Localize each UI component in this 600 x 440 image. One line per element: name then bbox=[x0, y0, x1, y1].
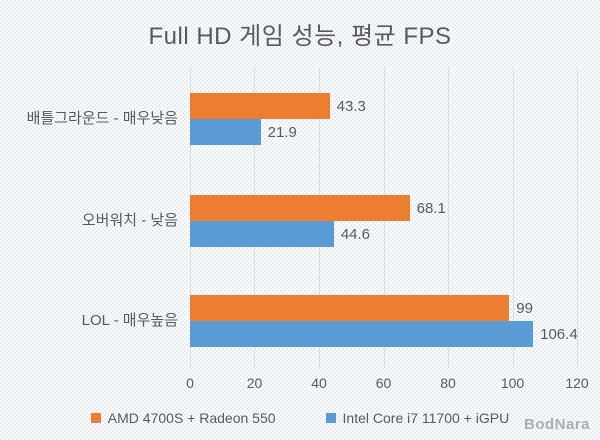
bar bbox=[190, 321, 534, 347]
category-label: LOL - 매우높음 bbox=[81, 312, 178, 329]
bar bbox=[190, 221, 334, 247]
x-tick-label: 0 bbox=[186, 375, 194, 391]
bar-value-label: 43.3 bbox=[336, 97, 366, 115]
bar-value-label: 21.9 bbox=[267, 123, 297, 141]
legend-swatch bbox=[325, 413, 336, 423]
bar-row: 99 bbox=[190, 295, 577, 321]
bar-row: 21.9 bbox=[190, 119, 577, 145]
legend-item: AMD 4700S + Radeon 550 bbox=[90, 410, 276, 426]
bodnara-watermark: BodNara bbox=[523, 416, 590, 433]
bar bbox=[190, 119, 261, 145]
legend-label: AMD 4700S + Radeon 550 bbox=[107, 410, 276, 426]
x-axis-ticks: 0 20 40 60 80 100 120 bbox=[186, 375, 589, 393]
x-tick-label: 80 bbox=[440, 375, 456, 391]
bar bbox=[190, 195, 410, 221]
category-label: 배틀그라운드 - 매우낮음 bbox=[26, 110, 178, 127]
plot-area: 43.3 21.9 68.1 44.6 99 106.4 bbox=[190, 67, 578, 368]
bar-group: 68.1 44.6 bbox=[190, 195, 577, 247]
bar-group: 43.3 21.9 bbox=[190, 93, 577, 145]
legend-item: Intel Core i7 11700 + iGPU bbox=[325, 410, 510, 426]
bar-value-label: 106.4 bbox=[540, 325, 578, 343]
legend: AMD 4700S + Radeon 550 Intel Core i7 1170… bbox=[0, 410, 600, 426]
gridline bbox=[447, 67, 449, 368]
category-label: 오버워치 - 낮음 bbox=[81, 212, 178, 229]
x-tick-label: 100 bbox=[500, 375, 525, 391]
bar bbox=[190, 295, 510, 321]
bar-group: 99 106.4 bbox=[190, 295, 578, 347]
chart-title: Full HD 게임 성능, 평균 FPS bbox=[148, 23, 452, 50]
gridline bbox=[512, 67, 514, 368]
legend-label: Intel Core i7 11700 + iGPU bbox=[342, 410, 510, 426]
bar-value-label: 99 bbox=[516, 299, 533, 317]
gridline bbox=[577, 67, 578, 368]
bar-row: 44.6 bbox=[190, 221, 577, 247]
x-tick-label: 40 bbox=[311, 375, 327, 391]
bar-value-label: 68.1 bbox=[416, 199, 446, 217]
bar bbox=[190, 93, 330, 119]
bar-value-label: 44.6 bbox=[340, 225, 371, 243]
bar-row: 68.1 bbox=[190, 195, 577, 221]
legend-swatch bbox=[90, 413, 101, 423]
bar-row: 43.3 bbox=[190, 93, 577, 119]
bar-row: 106.4 bbox=[190, 321, 578, 347]
x-tick-label: 20 bbox=[246, 375, 263, 391]
x-tick-label: 60 bbox=[375, 375, 392, 391]
x-tick-label: 120 bbox=[565, 375, 589, 391]
